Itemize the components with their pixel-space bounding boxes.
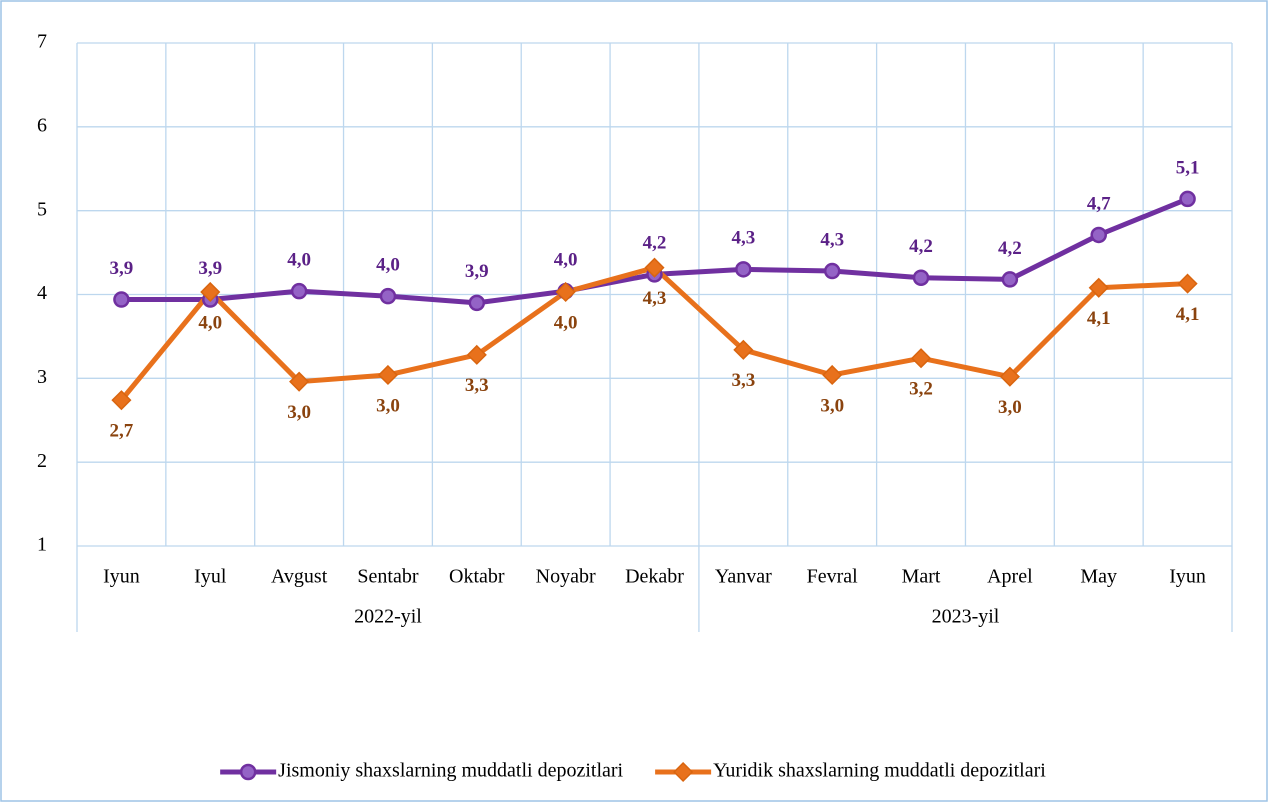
- group-label: 2023-yil: [932, 606, 1000, 628]
- data-label: 3,9: [110, 258, 134, 279]
- point: [379, 287, 397, 305]
- x-tick-label: Iyul: [194, 566, 227, 588]
- point: [200, 281, 221, 303]
- data-label: 4,3: [820, 229, 844, 250]
- point: [999, 366, 1020, 387]
- x-tick-label: Noyabr: [536, 566, 596, 588]
- legend-label: Yuridik shaxslarning muddatli depozitlar…: [713, 760, 1046, 782]
- x-tick-label: Iyun: [103, 566, 140, 588]
- data-label: 4,1: [1176, 304, 1200, 325]
- x-tick-label: Fevral: [807, 566, 859, 588]
- data-label: 4,0: [198, 312, 222, 333]
- data-label: 4,0: [554, 312, 578, 333]
- point: [555, 281, 576, 303]
- point: [466, 344, 487, 365]
- point: [910, 348, 932, 369]
- x-tick-label: Mart: [902, 566, 941, 588]
- point: [822, 364, 843, 386]
- y-tick-label: 5: [37, 198, 47, 220]
- y-tick-label: 3: [37, 366, 47, 388]
- data-label: 3,9: [198, 258, 222, 279]
- data-label: 4,7: [1087, 193, 1111, 214]
- x-tick-label: May: [1080, 566, 1117, 588]
- x-tick-label: Aprel: [987, 566, 1033, 588]
- y-tick-label: 7: [37, 31, 47, 53]
- point: [733, 339, 754, 360]
- point: [644, 257, 665, 278]
- data-label: 3,9: [465, 261, 489, 282]
- data-label: 3,0: [998, 397, 1022, 418]
- data-label: 3,2: [909, 379, 933, 400]
- point: [735, 261, 752, 278]
- y-tick-label: 6: [37, 114, 47, 136]
- point: [468, 294, 486, 312]
- point: [1179, 190, 1196, 208]
- data-label: 3,0: [287, 402, 311, 423]
- x-tick-label: Yanvar: [715, 566, 772, 588]
- y-tick-label: 1: [37, 534, 47, 556]
- point: [1088, 277, 1109, 298]
- data-label: 3,3: [465, 375, 489, 396]
- x-tick-label: Dekabr: [625, 566, 684, 588]
- y-tick-label: 4: [37, 282, 47, 304]
- data-label: 3,0: [376, 395, 400, 416]
- data-label: 4,2: [909, 236, 933, 257]
- point: [377, 364, 399, 386]
- data-label: 2,7: [110, 420, 134, 441]
- data-label: 3,3: [731, 370, 755, 391]
- x-tick-label: Sentabr: [357, 566, 418, 588]
- data-label: 4,2: [998, 238, 1022, 259]
- data-label: 3,0: [820, 395, 844, 416]
- y-tick-label: 2: [37, 450, 47, 472]
- point: [1090, 226, 1107, 244]
- group-label: 2022-yil: [354, 606, 422, 628]
- point: [289, 371, 310, 392]
- legend-label: Jismoniy shaxslarning muddatli depozitla…: [278, 760, 623, 782]
- data-label: 4,1: [1087, 308, 1111, 329]
- point: [113, 291, 130, 308]
- data-label: 4,0: [287, 250, 311, 271]
- point: [290, 282, 308, 300]
- data-label: 4,2: [643, 233, 667, 254]
- point: [823, 262, 841, 280]
- x-tick-label: Iyun: [1169, 566, 1206, 588]
- legend-marker: [239, 763, 257, 781]
- point: [912, 269, 930, 286]
- data-label: 4,3: [643, 288, 667, 309]
- data-label: 4,0: [554, 250, 578, 271]
- point: [1177, 273, 1198, 294]
- x-tick-label: Oktabr: [449, 566, 505, 588]
- data-label: 4,3: [731, 228, 755, 249]
- x-tick-label: Avgust: [271, 566, 328, 588]
- point: [111, 390, 132, 411]
- point: [1001, 271, 1019, 288]
- data-label: 5,1: [1176, 157, 1200, 178]
- legend-marker: [673, 761, 694, 783]
- data-label: 4,0: [376, 255, 400, 276]
